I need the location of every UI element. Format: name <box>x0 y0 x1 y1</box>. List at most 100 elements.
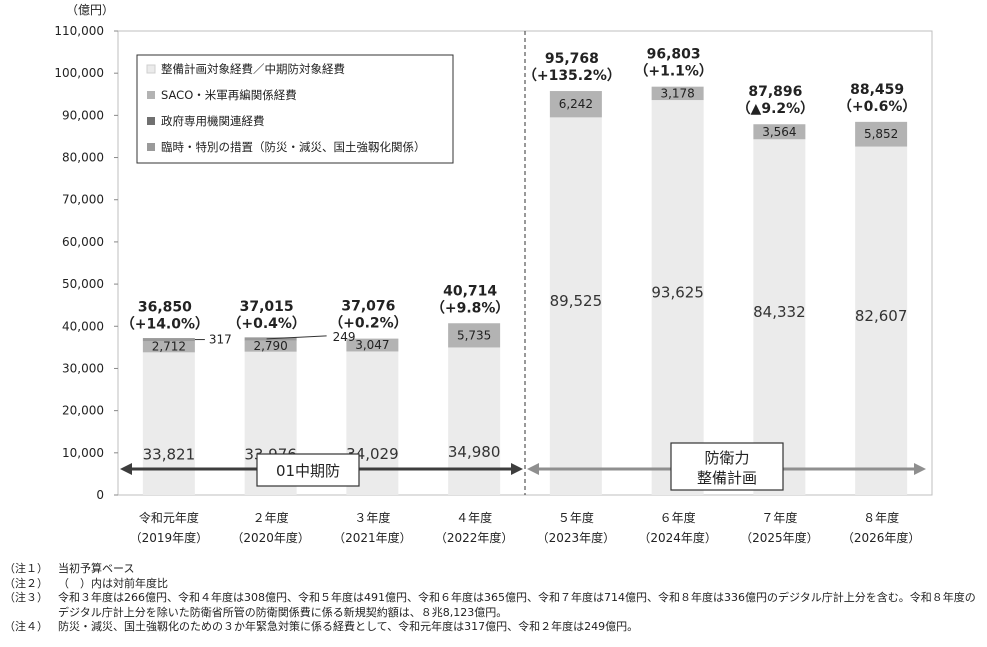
bar-saco-label: 5,852 <box>864 127 898 141</box>
bar-saco-1 <box>244 339 297 352</box>
bar-disaster-0 <box>142 338 195 342</box>
bar-saco-label: 3,178 <box>660 86 694 100</box>
y-tick-label: 20,000 <box>62 404 104 418</box>
legend-label-3: 臨時・特別の措置（防災・減災、国土強靱化関係） <box>161 140 426 154</box>
bar-main-6 <box>753 139 806 496</box>
bar-saco-label: 3,564 <box>762 125 796 139</box>
footnotes: （注１） 当初予算ベース （注２） （ ）内は対前年度比 （注３） 令和３年度は… <box>4 562 984 635</box>
legend-label-1: SACO・米軍再編関係経費 <box>161 88 297 102</box>
footnote-text: （ ）内は対前年度比 <box>58 576 168 590</box>
bar-saco-7 <box>855 121 908 147</box>
bar-saco-label: 6,242 <box>559 97 593 111</box>
footnote-text: 当初予算ベース <box>58 562 135 575</box>
period1-arrow-head-left <box>120 463 132 475</box>
bar-total-label: 96,803 <box>647 47 701 63</box>
bar-saco-3 <box>448 323 501 348</box>
x-tick-label: ２年度 <box>253 510 289 525</box>
y-tick-label: 80,000 <box>62 151 104 165</box>
bar-saco-label: 2,790 <box>253 339 287 353</box>
x-tick-label: ４年度 <box>456 510 492 525</box>
period1-label: 01中期防 <box>276 462 340 480</box>
footnote-text: 令和３年度は266億円、令和４年度は308億円、令和５年度は491億円、令和６年… <box>58 591 976 619</box>
x-tick-sublabel: （2019年度） <box>130 530 209 545</box>
bar-main-label: 84,332 <box>753 303 806 321</box>
x-tick-sublabel: （2025年度） <box>740 530 819 545</box>
x-tick-label: ７年度 <box>761 510 797 525</box>
bar-saco-label: 2,712 <box>152 340 186 354</box>
bar-total-label: 95,768 <box>545 51 599 67</box>
bar-total-label: 37,076 <box>341 299 395 315</box>
y-tick-label: 10,000 <box>62 446 104 460</box>
bar-main-label: 89,525 <box>550 292 603 310</box>
footnote-tag: （注２） <box>4 576 48 590</box>
x-tick-sublabel: （2023年度） <box>537 530 616 545</box>
bar-disaster-label: 317 <box>209 333 232 347</box>
bar-change-label: （+135.2%） <box>523 68 621 84</box>
bar-change-label: （+0.2%） <box>329 316 408 332</box>
legend-label-0: 整備計画対象経費／中期防対象経費 <box>161 62 345 76</box>
footnote-tag: （注１） <box>4 562 48 575</box>
y-tick-label: 50,000 <box>62 277 104 291</box>
legend-swatch-1 <box>147 91 155 99</box>
defense-budget-chart: （億円） 0 10,000 20,000 30,000 40,000 50,000 60,00… <box>54 3 933 545</box>
footnote-tag: （注３） <box>4 591 48 604</box>
footnote-tag: （注４） <box>4 620 48 633</box>
y-tick-label: 30,000 <box>62 361 104 375</box>
bar-saco-label: 3,047 <box>355 338 389 352</box>
footnote-3: （注３） 令和３年度は266億円、令和４年度は308億円、令和５年度は491億円… <box>4 591 984 620</box>
x-tick-label: ６年度 <box>660 510 696 525</box>
period1-arrow-head-right <box>511 463 523 475</box>
bar-total-label: 40,714 <box>443 283 497 299</box>
footnote-1: （注１） 当初予算ベース <box>4 562 984 577</box>
bar-main-label: 33,821 <box>143 446 196 464</box>
y-axis-unit: （億円） <box>66 3 114 17</box>
legend <box>136 54 454 164</box>
x-tick-sublabel: （2020年度） <box>231 530 310 545</box>
period2-label-line2: 整備計画 <box>697 469 757 487</box>
y-tick-label: 70,000 <box>62 193 104 207</box>
bar-main-3 <box>448 347 501 495</box>
bar-main-label: 34,980 <box>448 443 501 461</box>
x-tick-label: ８年度 <box>863 510 899 525</box>
legend-swatch-2 <box>147 117 155 125</box>
bar-total-label: 87,896 <box>748 84 802 100</box>
period2-arrow-head-left <box>527 463 539 475</box>
bar-change-label: （▲9.2%） <box>737 101 815 117</box>
x-tick-sublabel: （2024年度） <box>638 530 717 545</box>
x-tick-sublabel: （2022年度） <box>435 530 514 545</box>
bar-main-label: 93,625 <box>651 284 704 302</box>
bar-total-label: 88,459 <box>850 82 904 98</box>
bar-change-label: （+9.8%） <box>431 300 510 316</box>
x-tick-label: ３年度 <box>354 510 390 525</box>
callout-line <box>266 335 327 340</box>
bar-disaster-label: 249 <box>333 330 356 344</box>
bar-total-label: 37,015 <box>240 299 294 315</box>
legend-swatch-0 <box>146 64 156 74</box>
bar-change-label: （+0.4%） <box>227 316 306 332</box>
period2-label-line1: 防衛力 <box>704 449 749 467</box>
footnote-2: （注２） （ ）内は対前年度比 <box>4 577 984 592</box>
footnote-4: （注４） 防災・減災、国土強靱化のための３か年緊急対策に係る経費として、令和元年… <box>4 620 984 635</box>
bar-main-0 <box>142 352 195 495</box>
footnote-text: 防災・減災、国土強靱化のための３か年緊急対策に係る経費として、令和元年度は317… <box>58 620 639 633</box>
bar-change-label: （+1.1%） <box>634 64 713 80</box>
bar-saco-4 <box>549 91 602 118</box>
bar-saco-2 <box>346 338 399 352</box>
x-tick-label: ５年度 <box>558 510 594 525</box>
y-tick-label: 60,000 <box>62 235 104 249</box>
legend-label-2: 政府専用機関連経費 <box>161 114 265 128</box>
bar-main-5 <box>651 100 704 495</box>
y-tick-label: 0 <box>96 488 104 502</box>
bar-saco-6 <box>753 124 806 140</box>
period2-arrow-head-right <box>914 463 926 475</box>
x-tick-sublabel: （2021年度） <box>333 530 412 545</box>
y-tick-label: 110,000 <box>54 24 104 38</box>
bar-main-label: 82,607 <box>855 307 908 325</box>
period2-box <box>670 442 784 491</box>
bar-saco-0 <box>142 340 195 353</box>
x-tick-label: 令和元年度 <box>139 510 199 525</box>
period1-box <box>256 453 360 487</box>
x-tick-sublabel: （2026年度） <box>842 530 921 545</box>
bar-change-label: （+14.0%） <box>121 317 209 333</box>
bar-main-4 <box>549 117 602 495</box>
